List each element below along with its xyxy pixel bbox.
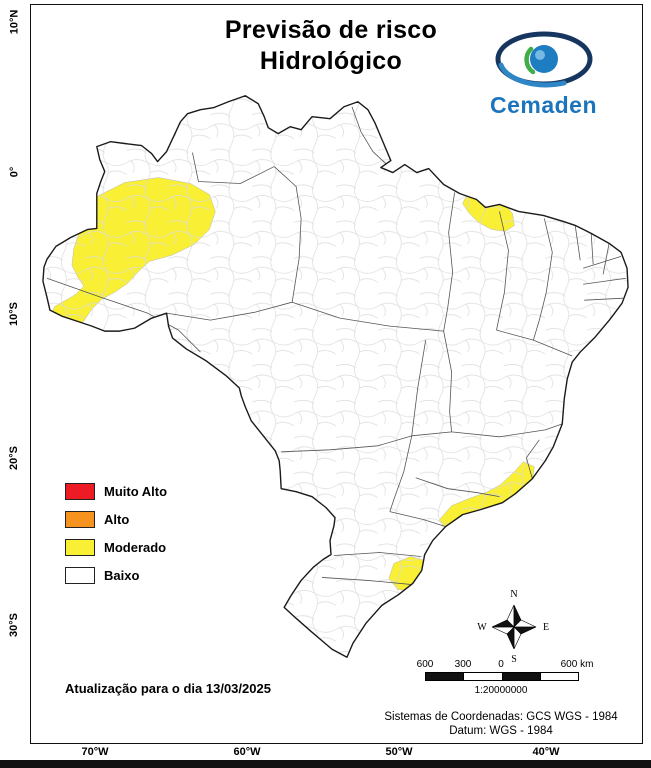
lon-label-50w: 50°W	[385, 746, 413, 758]
compass-star	[491, 604, 537, 650]
legend-label-baixo: Baixo	[104, 568, 140, 583]
lon-label-70w: 70°W	[81, 746, 109, 758]
legend-item-alto: Alto	[65, 511, 167, 528]
lon-label-60w: 60°W	[233, 746, 261, 758]
scale-segment	[501, 673, 540, 680]
legend-label-alto: Alto	[104, 512, 130, 527]
legend-label-moderado: Moderado	[104, 540, 167, 555]
legend-item-muito-alto: Muito Alto	[65, 483, 167, 500]
cemaden-wordmark: Cemaden	[489, 92, 598, 118]
cemaden-logo: Cemaden	[461, 29, 626, 119]
risk-legend: Muito Alto Alto Moderado Baixo	[65, 483, 167, 595]
cemaden-eye-icon	[495, 31, 592, 88]
scale-label-600-left: 600	[416, 659, 434, 670]
scale-ratio: 1:20000000	[474, 685, 528, 696]
map-frame: Previsão de risco Hidrológico Cemaden Mu…	[30, 4, 643, 744]
legend-label-muito-alto: Muito Alto	[104, 484, 168, 499]
compass-south-label: S	[511, 654, 517, 665]
legend-swatch-muito-alto	[65, 483, 95, 500]
lat-label-30s: 30°S	[7, 613, 20, 637]
compass-north-label: N	[510, 589, 517, 600]
bottom-border-bar	[0, 760, 651, 768]
datum-line: Datum: WGS - 1984	[449, 725, 553, 737]
lat-label-20s: 20°S	[7, 446, 20, 470]
scale-segment	[463, 673, 502, 680]
title-line-2: Hidrológico	[259, 47, 403, 75]
coordinate-system-line: Sistemas de Coordenadas: GCS WGS - 1984	[384, 711, 618, 723]
legend-swatch-moderado	[65, 539, 95, 556]
scale-bar-graphic	[425, 672, 579, 681]
lat-label-0: 0°	[8, 166, 20, 178]
lat-label-10s: 10°S	[7, 302, 20, 326]
page-title: Previsão de risco Hidrológico	[131, 15, 531, 77]
legend-swatch-baixo	[65, 567, 95, 584]
scale-segment	[539, 673, 578, 680]
scale-label-300: 300	[454, 659, 472, 670]
lon-label-40w: 40°W	[532, 746, 560, 758]
coordinate-system-note: Sistemas de Coordenadas: GCS WGS - 1984 …	[351, 710, 651, 738]
compass-rose: N S W E	[477, 589, 549, 665]
scale-label-0: 0	[498, 659, 504, 670]
title-line-1: Previsão de risco	[224, 16, 438, 44]
state-boundaries	[46, 106, 627, 585]
compass-east-label: E	[543, 622, 549, 633]
scale-label-600-km: 600 km	[560, 659, 594, 670]
scale-segment	[426, 673, 464, 680]
legend-item-moderado: Moderado	[65, 539, 167, 556]
compass-west-label: W	[477, 622, 487, 633]
lat-label-10n: 10°N	[8, 9, 21, 35]
scale-bar: 600 300 0 600 km 1:20000000	[409, 659, 629, 703]
legend-item-baixo: Baixo	[65, 567, 167, 584]
update-date-text: Atualização para o dia 13/03/2025	[65, 681, 271, 696]
legend-swatch-alto	[65, 511, 95, 528]
brazil-map	[42, 95, 629, 658]
